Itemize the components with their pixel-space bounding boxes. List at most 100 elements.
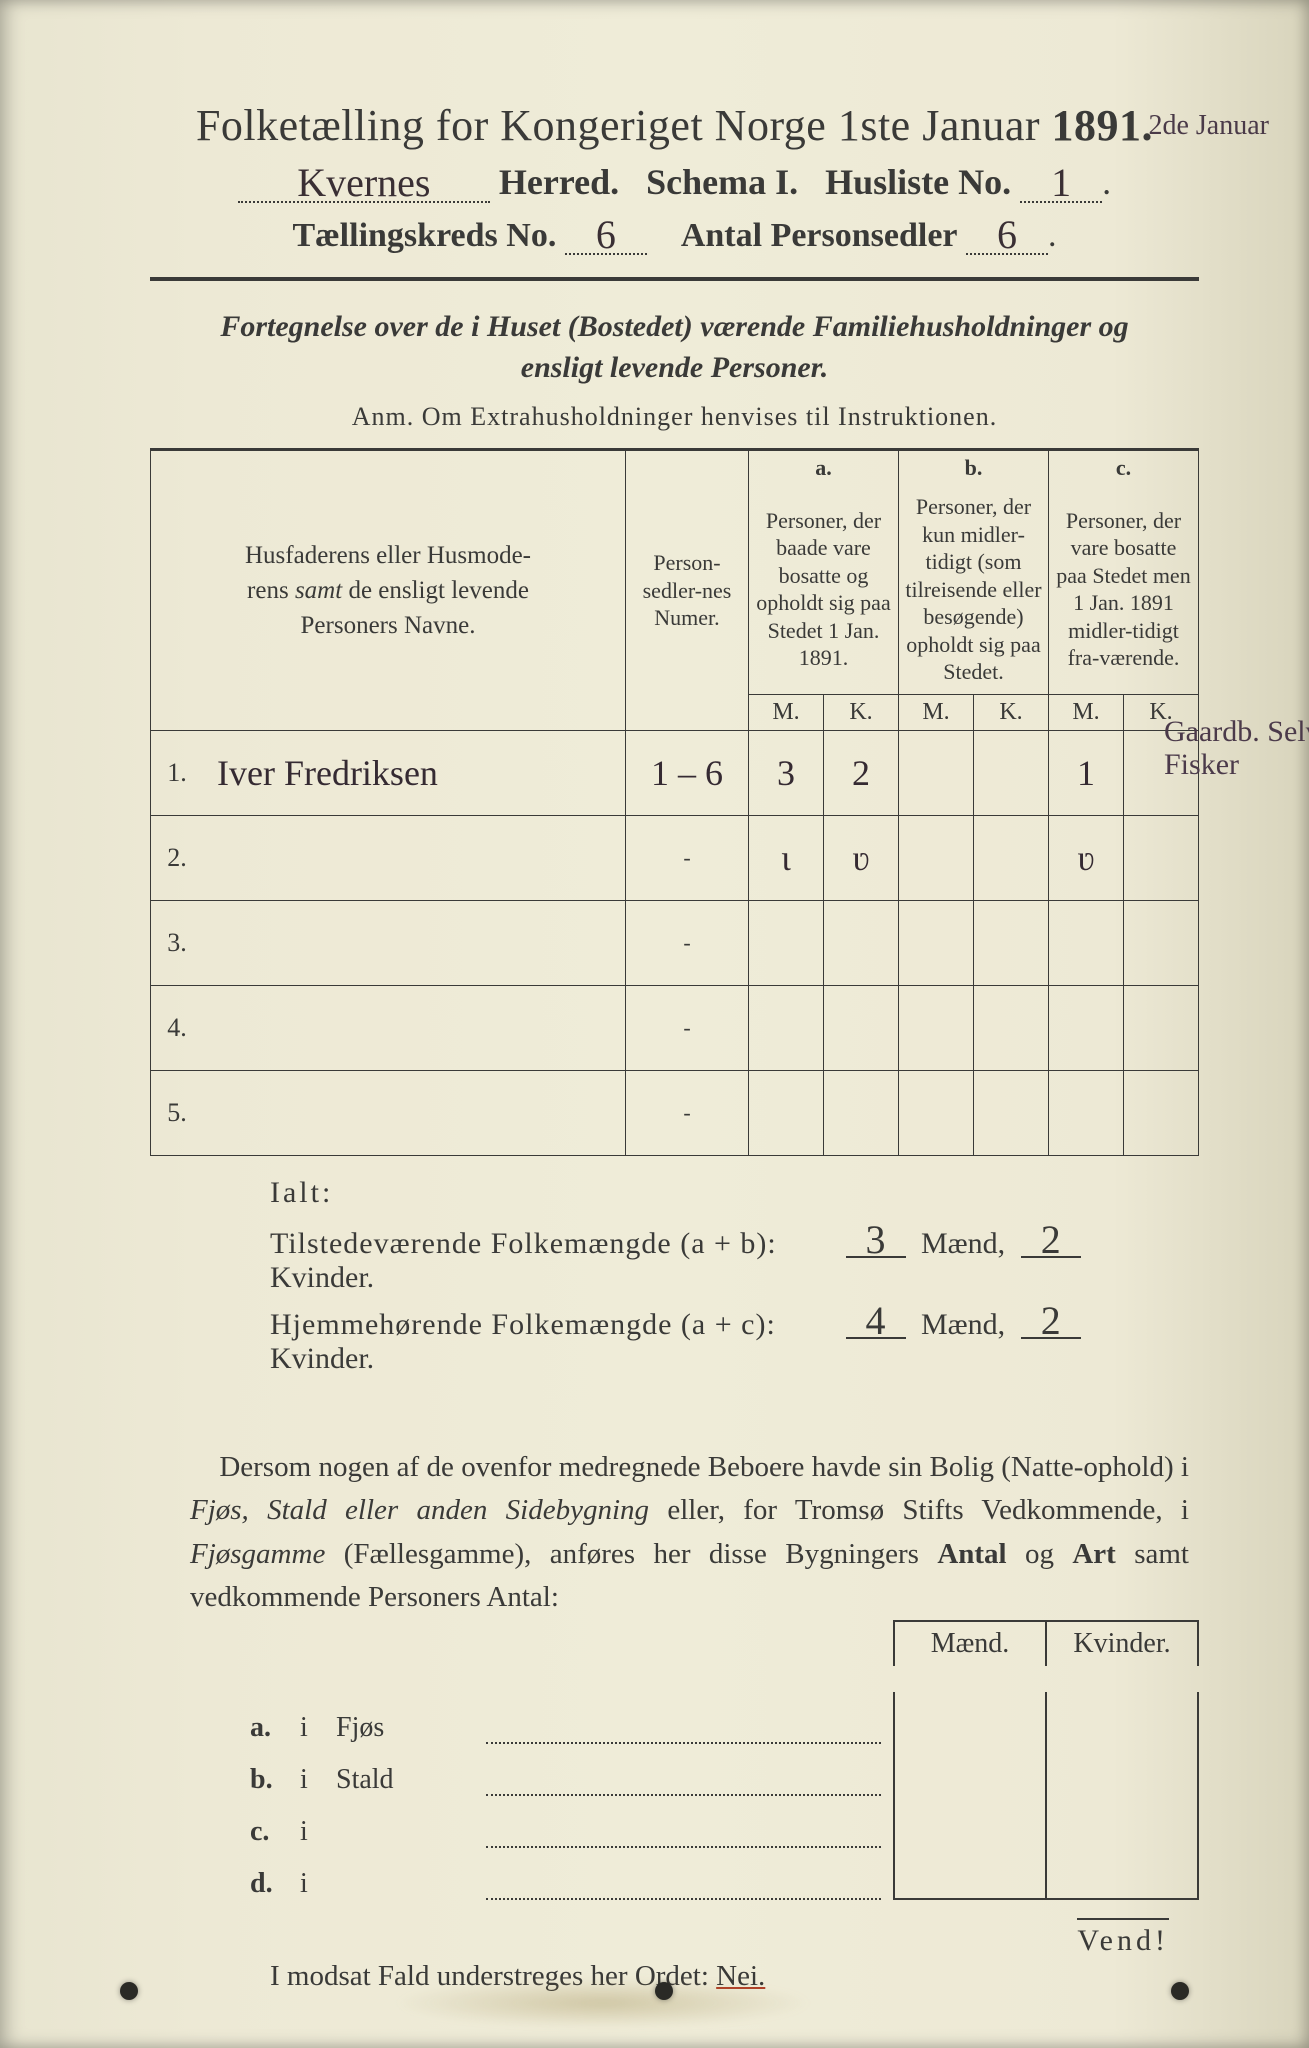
lower-tag: d. — [250, 1868, 300, 1900]
lower-i: i — [300, 1816, 336, 1848]
lower-i: i — [300, 1712, 336, 1744]
cell: ʋ — [853, 838, 870, 878]
ialt-line2-k: 2 — [1021, 1305, 1081, 1339]
anm-note: Anm. Om Extrahusholdninger henvises til … — [150, 402, 1199, 432]
census-table: Husfaderens eller Husmode-rens samt de e… — [150, 450, 1199, 1156]
lower-col-m — [893, 1744, 1045, 1796]
dersom-t4: og — [1007, 1538, 1073, 1570]
col-numer: Person-sedler-nes Numer. — [626, 451, 749, 731]
ialt-line1-k: 2 — [1021, 1224, 1081, 1258]
lower-col-k — [1045, 1692, 1199, 1744]
dersom-t2: eller, for Tromsø Stifts Vedkommende, i — [649, 1494, 1189, 1526]
lower-tag: c. — [250, 1816, 300, 1848]
row-num: 4. — [151, 985, 204, 1070]
vend-label: Vend! — [1077, 1918, 1169, 1958]
cell: 1 — [1077, 753, 1095, 793]
fortegnelse-heading: Fortegnelse over de i Huset (Bostedet) v… — [190, 307, 1159, 388]
row-numer: - — [683, 1015, 690, 1040]
binding-hole — [1171, 1982, 1189, 2000]
dersom-t3: (Fællesgamme), anføres her disse Bygning… — [325, 1538, 937, 1570]
dersom-b2: Art — [1072, 1538, 1115, 1570]
dotted-line — [486, 1720, 881, 1744]
dotted-line — [486, 1876, 881, 1900]
maend-label2: Mænd, — [921, 1308, 1005, 1341]
lower-table-head: Mænd. Kvinder. — [250, 1620, 1199, 1666]
col-b: Personer, der kun midler-tidigt (som til… — [899, 485, 1049, 694]
herred-value: Kvernes — [238, 165, 490, 203]
col-b-top: b. — [899, 451, 1049, 486]
row-num: 5. — [151, 1070, 204, 1155]
lower-col-k — [1045, 1796, 1199, 1848]
row-numer: 1 – 6 — [651, 753, 723, 793]
lower-row: c. i — [250, 1796, 1199, 1848]
col-b-m: M. — [899, 694, 974, 730]
tkreds-value: 6 — [565, 217, 647, 255]
tkreds-label: Tællingskreds No. — [292, 217, 556, 254]
row-num: 1. — [151, 730, 204, 815]
title-year: 1891. — [1052, 101, 1154, 150]
kvinder-label2: Kvinder. — [270, 1342, 374, 1375]
dotted-line — [486, 1824, 881, 1848]
lower-head-k: Kvinder. — [1045, 1620, 1199, 1666]
lower-row: d. i — [250, 1848, 1199, 1900]
row-numer: - — [683, 845, 690, 870]
ialt-header: Ialt: — [270, 1176, 1199, 1210]
line-tkreds: Tællingskreds No. 6 Antal Personsedler 6… — [150, 215, 1199, 255]
col-a-k: K. — [824, 694, 899, 730]
row-num: 3. — [151, 900, 204, 985]
paper-stain — [393, 1978, 813, 2028]
table-row: 4. - — [151, 985, 1199, 1070]
lower-tag: a. — [250, 1712, 300, 1744]
kvinder-label: Kvinder. — [270, 1261, 374, 1294]
husliste-label: Husliste No. — [825, 162, 1011, 202]
col-c-top: c. — [1049, 451, 1199, 486]
dersom-paragraph: Dersom nogen af de ovenfor medregnede Be… — [150, 1446, 1199, 1620]
title-prefix: Folketælling for Kongeriget Norge 1ste J… — [196, 101, 1040, 150]
page-title: Folketælling for Kongeriget Norge 1ste J… — [150, 100, 1199, 151]
dersom-i1: Fjøs, Stald eller anden Sidebygning — [190, 1494, 649, 1526]
husliste-value: 1 — [1020, 165, 1102, 203]
schema-label: Schema I. — [646, 162, 798, 202]
dotted-line — [486, 1772, 881, 1796]
lower-label: Fjøs — [336, 1712, 486, 1744]
table-row: 1. Iver Fredriksen 1 – 6 3 2 1 Gaardb. S… — [151, 730, 1199, 815]
row-numer: - — [683, 930, 690, 955]
col-a-m: M. — [749, 694, 824, 730]
line-herred: Kvernes Herred. Schema I. Husliste No. 1… — [150, 161, 1199, 203]
dersom-b1: Antal — [937, 1538, 1006, 1570]
cell: 3 — [777, 753, 795, 793]
lower-table: a. i Fjøs b. i Stald c. i d. i — [250, 1692, 1199, 1900]
lower-i: i — [300, 1764, 336, 1796]
lower-tag: b. — [250, 1764, 300, 1796]
lower-col-k — [1045, 1846, 1199, 1900]
cell: 2 — [852, 753, 870, 793]
table-row: 2. - ɩ ʋ ʋ — [151, 815, 1199, 900]
lower-label: Stald — [336, 1764, 486, 1796]
census-form-page: Folketælling for Kongeriget Norge 1ste J… — [0, 0, 1309, 2048]
divider — [150, 277, 1199, 281]
row-name: Iver Fredriksen — [217, 753, 438, 793]
ialt-block: Ialt: Tilstedeværende Folkemængde (a + b… — [270, 1176, 1199, 1376]
antal-value: 6 — [966, 217, 1048, 255]
margin-note: 2de Januar — [1148, 110, 1269, 142]
dersom-t1: Dersom nogen af de ovenfor medregnede Be… — [219, 1451, 1189, 1483]
lower-col-m — [893, 1796, 1045, 1848]
lower-col-m — [893, 1692, 1045, 1744]
binding-hole — [655, 1982, 673, 2000]
ialt-line2-label: Hjemmehørende Folkemængde (a + c): — [270, 1308, 830, 1342]
row-numer: - — [683, 1100, 690, 1125]
lower-row: b. i Stald — [250, 1744, 1199, 1796]
table-row: 3. - — [151, 900, 1199, 985]
col-c: Personer, der vare bosatte paa Stedet me… — [1049, 485, 1199, 694]
col-a: Personer, der baade vare bosatte og opho… — [749, 485, 899, 694]
col-c-m: M. — [1049, 694, 1124, 730]
lower-row: a. i Fjøs — [250, 1692, 1199, 1744]
table-row: 5. - — [151, 1070, 1199, 1155]
binding-hole — [120, 1982, 138, 2000]
antal-label: Antal Personsedler — [681, 217, 958, 254]
herred-label: Herred. — [499, 162, 619, 202]
col-b-k: K. — [974, 694, 1049, 730]
lower-col-m — [893, 1846, 1045, 1900]
dersom-i2: Fjøsgamme — [190, 1538, 325, 1570]
maend-label: Mænd, — [921, 1227, 1005, 1260]
